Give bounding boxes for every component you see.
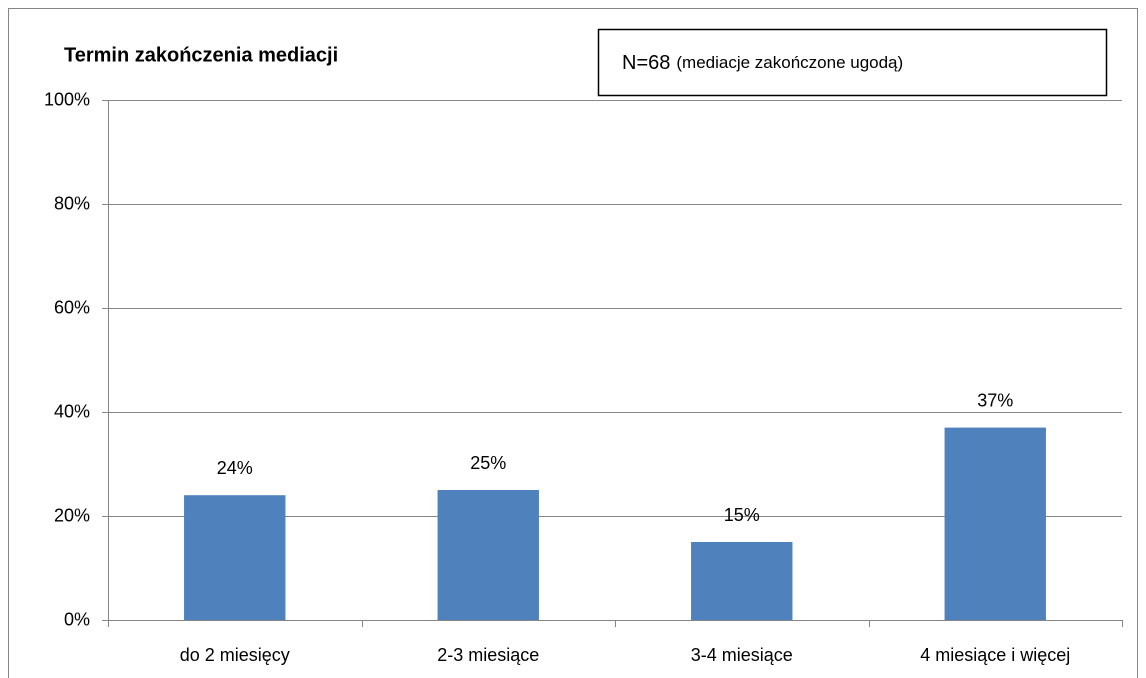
bar xyxy=(944,427,1046,620)
y-tick-label: 20% xyxy=(54,505,90,525)
x-tick-label: 2-3 miesiące xyxy=(437,645,539,665)
data-label: 24% xyxy=(217,458,253,478)
data-label: 37% xyxy=(977,390,1013,410)
bar xyxy=(691,542,793,620)
bar xyxy=(184,495,286,620)
annotation-box xyxy=(597,28,1108,97)
annotation-note: (mediacje zakończone ugodą) xyxy=(676,53,903,72)
bar xyxy=(437,490,539,620)
y-tick-label: 0% xyxy=(64,609,90,629)
x-tick-label: 3-4 miesiące xyxy=(691,645,793,665)
y-tick-label: 100% xyxy=(44,89,90,109)
y-tick-label: 80% xyxy=(54,193,90,213)
data-label: 25% xyxy=(470,453,506,473)
y-tick-label: 60% xyxy=(54,297,90,317)
data-label: 15% xyxy=(724,505,760,525)
annotation-main: N=68 xyxy=(622,52,670,74)
x-tick-label: 4 miesiące i więcej xyxy=(920,645,1070,665)
annotation: N=68 (mediacje zakończone ugodą) xyxy=(622,52,903,74)
x-tick-label: do 2 miesięcy xyxy=(180,645,290,665)
chart-title: Termin zakończenia mediacji xyxy=(64,44,338,66)
y-tick-label: 40% xyxy=(54,401,90,421)
